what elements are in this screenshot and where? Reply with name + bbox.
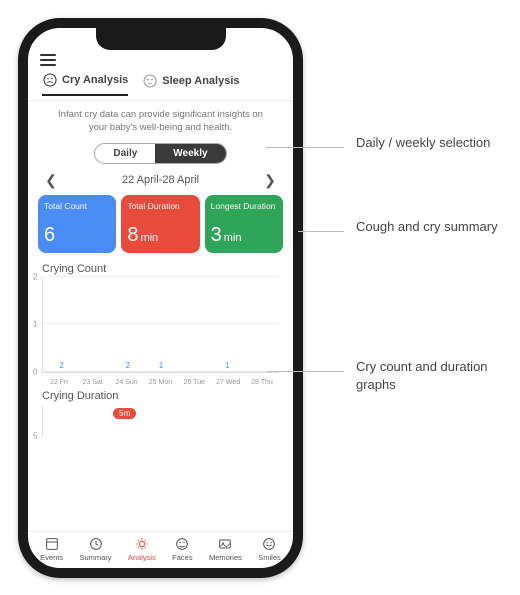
xlabel: 24 Sun <box>110 379 143 386</box>
phone-frame: Cry Analysis Sleep Analysis Infant cry d… <box>18 18 303 578</box>
tab-cry-analysis[interactable]: Cry Analysis <box>42 72 128 96</box>
crying-duration-chart: 5 5m <box>42 406 279 436</box>
crying-duration-title: Crying Duration <box>28 386 293 404</box>
events-icon <box>44 536 60 552</box>
prev-week-button[interactable]: ❮ <box>42 172 60 189</box>
seg-daily[interactable]: Daily <box>95 144 155 163</box>
xlabel: 27 Wed <box>212 379 245 386</box>
xlabel: 28 Thu <box>245 379 278 386</box>
crying-duration-ytick: 5 <box>33 431 37 440</box>
annotation-2: Cough and cry summary <box>356 218 506 236</box>
segmented-control: Daily Weekly <box>28 143 293 164</box>
card-total-duration-unit: min <box>140 232 158 244</box>
nav-label: Summary <box>79 553 111 562</box>
next-week-button[interactable]: ❯ <box>261 172 279 189</box>
nav-label: Faces <box>172 553 192 562</box>
summary-icon <box>88 536 104 552</box>
app-screen: Cry Analysis Sleep Analysis Infant cry d… <box>28 28 293 568</box>
phone-notch <box>96 28 226 50</box>
card-longest-duration-value: 3 <box>211 224 222 246</box>
nav-label: Analysis <box>128 553 156 562</box>
ytick: 2 <box>33 272 37 281</box>
seg-weekly[interactable]: Weekly <box>155 144 225 163</box>
xlabel: 23 Sat <box>76 379 109 386</box>
annotation-3: Cry count and duration graphs <box>356 358 506 393</box>
xlabel: 25 Mon <box>144 379 177 386</box>
card-total-count-value: 6 <box>44 224 55 246</box>
nav-events[interactable]: Events <box>40 536 63 562</box>
card-longest-duration[interactable]: Longest Duration 3min <box>205 195 283 253</box>
ytick: 1 <box>33 320 37 329</box>
card-longest-duration-label: Longest Duration <box>211 201 277 211</box>
card-total-duration-label: Total Duration <box>127 201 193 211</box>
annot-line-3 <box>266 371 344 372</box>
duration-badge: 5m <box>113 408 136 419</box>
card-total-duration-value: 8 <box>127 224 138 246</box>
annot-line-2 <box>298 231 344 232</box>
faces-icon <box>174 536 190 552</box>
card-total-duration[interactable]: Total Duration 8min <box>121 195 199 253</box>
xlabel: 22 Fri <box>42 379 75 386</box>
xlabel: 26 Tue <box>178 379 211 386</box>
smiles-icon <box>261 536 277 552</box>
nav-label: Events <box>40 553 63 562</box>
ytick: 0 <box>33 367 37 376</box>
summary-cards: Total Count 6 Total Duration 8min Longes… <box>28 189 293 259</box>
nav-label: Smiles <box>258 553 281 562</box>
nav-faces[interactable]: Faces <box>172 536 192 562</box>
nav-summary[interactable]: Summary <box>79 536 111 562</box>
intro-text: Infant cry data can provide significant … <box>28 101 293 141</box>
nav-label: Memories <box>209 553 242 562</box>
card-total-count[interactable]: Total Count 6 <box>38 195 116 253</box>
card-total-count-label: Total Count <box>44 201 110 211</box>
annotation-1: Daily / weekly selection <box>356 134 506 152</box>
annot-line-1 <box>266 147 344 148</box>
analysis-tabs: Cry Analysis Sleep Analysis <box>28 72 293 101</box>
analysis-icon <box>134 536 150 552</box>
tab-sleep-label: Sleep Analysis <box>162 75 239 87</box>
date-range-label: 22 April-28 April <box>122 174 199 186</box>
nav-smiles[interactable]: Smiles <box>258 536 281 562</box>
baby-sleep-icon <box>142 73 158 89</box>
card-longest-duration-unit: min <box>224 232 242 244</box>
tab-cry-label: Cry Analysis <box>62 74 128 86</box>
tab-sleep-analysis[interactable]: Sleep Analysis <box>142 72 239 96</box>
bottom-nav: Events Summary Analysis Faces Memories Smiles <box>28 531 293 568</box>
date-nav: ❮ 22 April-28 April ❯ <box>28 172 293 189</box>
memories-icon <box>217 536 233 552</box>
crying-count-xlabels: 22 Fri23 Sat24 Sun25 Mon26 Tue27 Wed28 T… <box>42 379 279 386</box>
nav-analysis[interactable]: Analysis <box>128 536 156 562</box>
menu-button[interactable] <box>40 54 56 66</box>
nav-memories[interactable]: Memories <box>209 536 242 562</box>
baby-cry-icon <box>42 72 58 88</box>
crying-count-chart: 2211 012 <box>42 277 279 373</box>
crying-count-title: Crying Count <box>28 259 293 277</box>
